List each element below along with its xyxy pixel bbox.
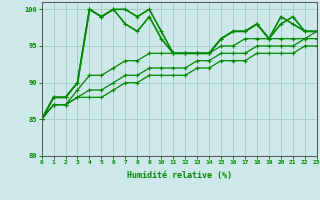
X-axis label: Humidité relative (%): Humidité relative (%) xyxy=(127,171,232,180)
